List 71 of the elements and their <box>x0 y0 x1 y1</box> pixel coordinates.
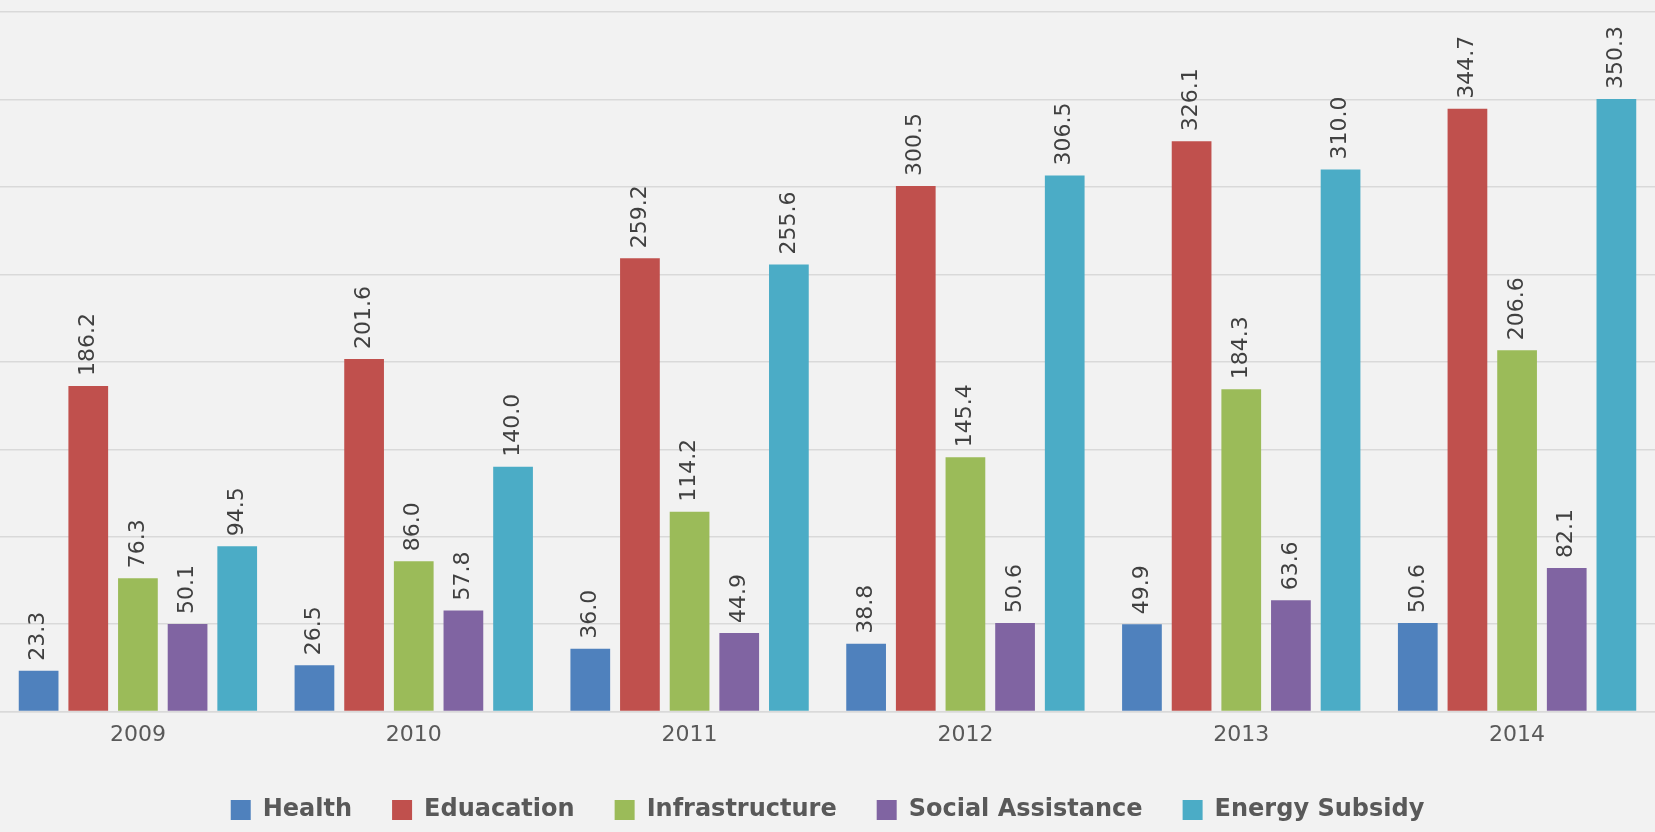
data-label: 36.0 <box>576 589 601 639</box>
x-tick-label: 2014 <box>1489 720 1546 746</box>
data-label: 140.0 <box>498 393 524 457</box>
bar <box>895 186 936 711</box>
data-label: 310.0 <box>1326 96 1352 160</box>
data-label: 206.6 <box>1502 277 1528 341</box>
data-label: 186.2 <box>73 312 99 376</box>
data-label: 201.6 <box>349 286 375 349</box>
bar <box>393 561 434 711</box>
bar <box>344 359 384 711</box>
bar <box>769 264 809 711</box>
data-label: 145.4 <box>951 384 977 448</box>
data-label: 57.8 <box>449 551 475 601</box>
data-label: 38.8 <box>851 584 877 634</box>
bar <box>995 623 1035 711</box>
bar <box>68 385 109 711</box>
bar <box>493 466 533 711</box>
data-label: 350.3 <box>1602 25 1628 89</box>
data-label: 50.6 <box>1000 564 1026 614</box>
legend-label: Health <box>262 794 353 823</box>
bar <box>669 511 710 711</box>
bar <box>719 633 760 711</box>
data-label: 82.1 <box>1552 509 1578 559</box>
data-label: 86.0 <box>399 502 425 552</box>
x-tick-label: 2009 <box>109 720 166 746</box>
bar <box>1447 108 1488 711</box>
data-label: 255.6 <box>774 191 800 255</box>
x-tick-label: 2010 <box>385 720 442 746</box>
bar <box>1320 169 1361 711</box>
data-label: 76.3 <box>123 519 149 569</box>
legend-label: Infrastructure <box>646 794 837 823</box>
bar <box>1171 141 1212 711</box>
data-label: 259.2 <box>625 185 651 249</box>
data-label: 23.3 <box>24 611 50 661</box>
data-label: 63.6 <box>1276 541 1302 591</box>
bar <box>620 258 660 711</box>
legend-label: Energy Subsidy <box>1214 794 1425 823</box>
bar <box>18 670 59 711</box>
bar <box>443 610 484 711</box>
legend-label: Eduacation <box>424 794 575 823</box>
bar <box>1122 624 1162 711</box>
data-label: 114.2 <box>675 438 701 502</box>
x-tick-label: 2011 <box>661 720 718 746</box>
data-label: 344.7 <box>1453 35 1479 99</box>
data-label: 49.9 <box>1127 565 1153 615</box>
legend-label: Social Assistance <box>908 794 1143 823</box>
data-label: 94.5 <box>222 487 248 537</box>
bar <box>1596 98 1637 711</box>
bar <box>1044 175 1085 711</box>
data-label: 306.5 <box>1050 102 1076 166</box>
bar <box>570 648 611 711</box>
bar <box>846 643 886 711</box>
x-tick-label: 2013 <box>1213 720 1270 746</box>
bar <box>1397 623 1438 711</box>
bar <box>217 546 258 711</box>
bar <box>118 578 158 711</box>
x-tick-label: 2012 <box>937 720 994 746</box>
data-label: 326.1 <box>1177 68 1203 132</box>
data-label: 50.1 <box>173 564 199 614</box>
bar <box>1271 600 1311 711</box>
data-label: 184.3 <box>1226 316 1252 380</box>
bar <box>1221 389 1262 711</box>
bar <box>1497 350 1537 711</box>
data-label: 50.6 <box>1403 564 1429 614</box>
bar <box>294 665 335 711</box>
bar <box>167 623 208 711</box>
data-label: 44.9 <box>724 574 750 624</box>
bar <box>945 457 986 711</box>
data-label: 26.5 <box>300 606 326 656</box>
bar <box>1546 568 1587 711</box>
data-label: 300.5 <box>901 113 927 177</box>
